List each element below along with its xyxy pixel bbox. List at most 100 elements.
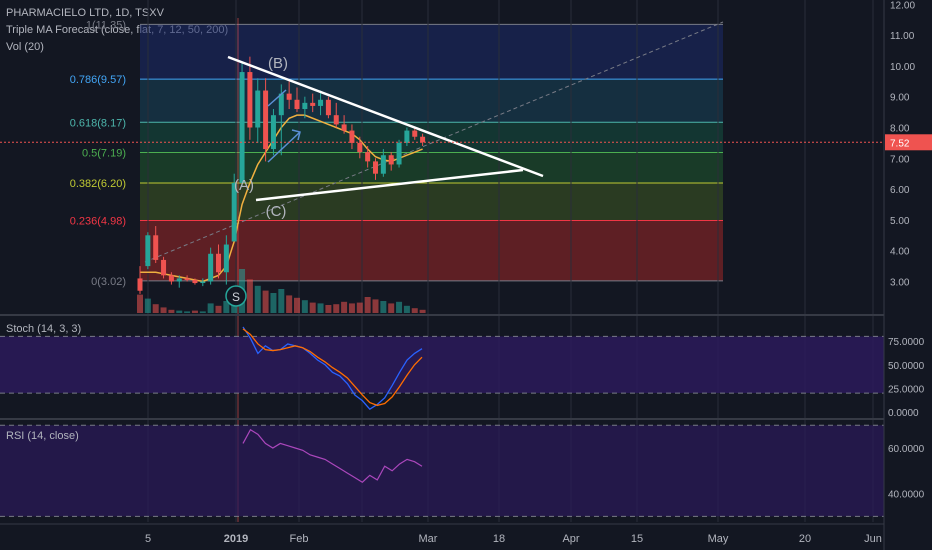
- wave-label: (C): [266, 203, 287, 220]
- volume-bar: [286, 295, 293, 313]
- volume-bar: [341, 301, 348, 313]
- volume-bar: [184, 311, 191, 313]
- candle-body: [255, 90, 261, 128]
- price-scale: [884, 0, 932, 550]
- volume-bar: [246, 279, 253, 313]
- price-tick: 11.00: [890, 31, 915, 42]
- volume-bar: [262, 290, 269, 313]
- volume-bar: [207, 303, 214, 313]
- price-tick: 8.00: [890, 124, 910, 135]
- volume-bar: [309, 302, 316, 313]
- stoch-d-line: [242, 328, 423, 407]
- candle-body: [270, 115, 276, 150]
- volume-bar: [396, 301, 403, 313]
- candle-body: [192, 279, 198, 284]
- fib-label: 0(3.02): [91, 276, 126, 288]
- arrow-annotation: [267, 89, 287, 107]
- x-tick: Jun: [864, 533, 882, 545]
- fib-zone: [140, 122, 723, 153]
- x-tick: Apr: [562, 533, 579, 545]
- candle-body: [200, 281, 206, 284]
- candle-body: [176, 278, 182, 282]
- volume-bar: [160, 307, 167, 313]
- volume-bar: [301, 300, 308, 313]
- candle-body: [153, 235, 159, 260]
- candle-body: [216, 253, 221, 273]
- volume-bar: [137, 294, 143, 313]
- last-price-badge: [885, 134, 932, 151]
- stoch-tick: 25.0000: [888, 384, 925, 395]
- volume-bar: [176, 310, 183, 313]
- volume-bar: [278, 289, 285, 313]
- rsi-band: [0, 425, 884, 517]
- price-tick: 3.00: [890, 278, 910, 289]
- x-tick: 2019: [224, 533, 248, 545]
- candle-body: [341, 124, 347, 131]
- price-tick: 9.00: [890, 93, 910, 104]
- volume-bar: [356, 302, 363, 313]
- candle-body: [278, 93, 284, 116]
- candle-body: [325, 99, 331, 116]
- candle-body: [365, 152, 371, 162]
- candle-body: [161, 259, 167, 276]
- fib-label: 0.5(7.19): [82, 147, 126, 159]
- fib-zone: [140, 79, 723, 123]
- fib-label: 0.236(4.98): [70, 216, 126, 228]
- candle-body: [357, 142, 363, 153]
- candle-body: [168, 275, 174, 282]
- volume-bar: [380, 301, 387, 313]
- candle-body: [349, 130, 355, 143]
- volume-bar: [152, 304, 159, 313]
- trend-line: [144, 21, 724, 263]
- volume-legend[interactable]: Vol (20): [6, 41, 44, 53]
- fib-label: 1(11.35): [86, 19, 126, 31]
- upper-triangle-line: [227, 55, 544, 178]
- candle-body: [420, 136, 426, 143]
- x-tick: Mar: [419, 533, 438, 545]
- x-tick: 5: [145, 533, 151, 545]
- volume-bar: [294, 297, 300, 313]
- candle-body: [286, 93, 292, 100]
- price-tick: 6.00: [890, 185, 910, 196]
- candle-body: [208, 253, 214, 282]
- stoch-tick: 75.0000: [888, 337, 925, 348]
- candle-body: [404, 130, 410, 143]
- volume-bar: [403, 305, 410, 313]
- volume-bar: [372, 299, 379, 313]
- fib-label: 0.618(8.17): [70, 117, 126, 129]
- price-tick: 4.00: [890, 247, 910, 258]
- candle-body: [223, 244, 229, 273]
- signal-circle: [225, 285, 247, 307]
- volume-bar: [144, 298, 151, 313]
- candle-body: [310, 102, 316, 106]
- candle-body: [396, 142, 402, 165]
- price-tick: 7.00: [890, 154, 910, 165]
- candle-body: [263, 90, 269, 150]
- stoch-tick: 50.0000: [888, 361, 925, 372]
- rsi-line: [242, 428, 423, 483]
- volume-bar: [317, 303, 324, 313]
- x-tick: 18: [493, 533, 505, 545]
- fib-zone: [140, 182, 723, 221]
- volume-bar: [270, 293, 277, 313]
- x-tick: May: [708, 533, 729, 545]
- stoch-tick: 0.0000: [888, 408, 919, 419]
- signal-label: S: [232, 290, 240, 304]
- last-price-label: 7.52: [890, 138, 910, 149]
- price-tick: 12.00: [890, 0, 915, 11]
- x-tick: Feb: [290, 533, 309, 545]
- candle-body: [388, 155, 394, 165]
- volume-bar: [333, 304, 340, 313]
- candle-body: [373, 161, 378, 174]
- chart-title: PHARMACIELO LTD, 1D, TSXV: [6, 7, 164, 19]
- rsi-title: RSI (14, close): [6, 430, 79, 442]
- price-tick: 10.00: [890, 62, 915, 73]
- volume-bar: [388, 303, 395, 313]
- volume-bar: [325, 305, 332, 313]
- stoch-title: Stoch (14, 3, 3): [6, 323, 81, 335]
- rsi-tick: 60.0000: [888, 444, 925, 455]
- candle-body: [239, 72, 245, 183]
- volume-bar: [191, 310, 198, 313]
- volume-bar: [168, 309, 175, 313]
